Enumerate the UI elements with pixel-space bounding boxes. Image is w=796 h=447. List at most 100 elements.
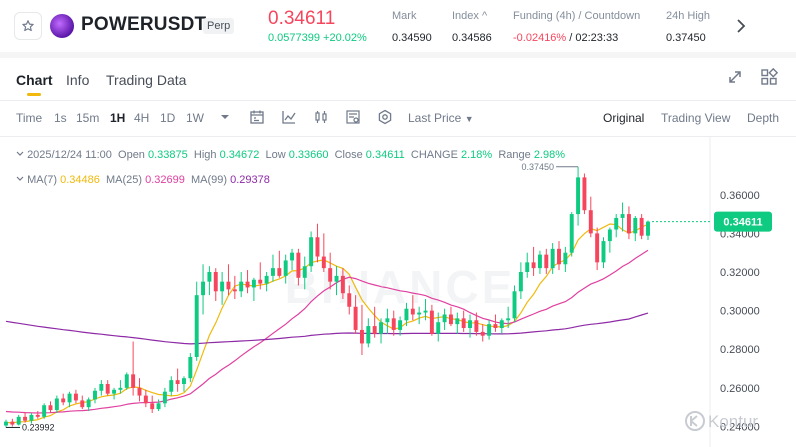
candle-body [563, 252, 568, 265]
candle [474, 312, 479, 336]
candle-body [258, 279, 263, 284]
candle [124, 372, 129, 390]
candle [563, 246, 568, 272]
candle [461, 310, 466, 332]
y-tick-label: 0.24000 [720, 421, 760, 433]
candle [220, 272, 225, 305]
interval-15m[interactable]: 15m [76, 111, 100, 125]
candle [226, 264, 231, 296]
candle [213, 268, 218, 301]
candle [576, 166, 581, 226]
chart-markers: 0.34611 0.37450 0.23992 [6, 162, 772, 432]
candles [4, 166, 650, 428]
candle [131, 341, 136, 396]
candle [232, 275, 237, 300]
candle-body [213, 272, 218, 292]
star-icon [22, 20, 34, 32]
candle [385, 308, 390, 334]
tab-info[interactable]: Info [66, 72, 90, 88]
candle [544, 248, 549, 274]
interval-1h[interactable]: 1H [110, 111, 126, 125]
layout-grid-icon[interactable] [760, 68, 778, 86]
high-24h-label: 24h High [666, 10, 711, 22]
ma7-label: MA(7) [27, 174, 58, 186]
candle-body [334, 275, 339, 282]
high-value: 0.34672 [219, 149, 260, 161]
candle-body [93, 390, 97, 400]
price-type-select[interactable]: Last Price ▼ [408, 111, 474, 125]
candle-body [99, 384, 104, 391]
indicator-icon[interactable] [281, 109, 297, 125]
candle-type-icon[interactable] [313, 109, 329, 125]
candle-body [537, 254, 542, 269]
candle [169, 376, 174, 396]
settings-gear-icon[interactable] [377, 109, 393, 125]
interval-dropdown-icon[interactable] [217, 109, 233, 125]
candle [4, 419, 8, 428]
tab-chart[interactable]: Chart [16, 72, 53, 88]
interval-4h[interactable]: 4H [134, 111, 150, 125]
candle-body [239, 281, 244, 292]
funding-stat: Funding (4h) / Countdown -0.02416% / 02:… [513, 10, 640, 44]
expand-icon[interactable] [726, 68, 744, 86]
index-price-stat[interactable]: Index ^ 0.34586 [452, 10, 492, 44]
candle-body [131, 374, 136, 388]
candle-body [595, 233, 600, 263]
candle-body [576, 177, 581, 215]
y-tick-label: 0.28000 [720, 344, 760, 356]
candle-body [601, 241, 606, 263]
candle-body [614, 217, 619, 230]
candle-body [340, 275, 345, 294]
candle-body [639, 217, 644, 236]
view-depth[interactable]: Depth [747, 111, 780, 125]
candle [283, 254, 288, 284]
candle [61, 393, 66, 406]
toolbar-divider [0, 136, 796, 137]
candlestick-chart[interactable]: BINANCE 0.360000.340000.320000.300000.28… [0, 137, 796, 447]
high-24h-value: 0.37450 [666, 32, 706, 44]
candle-body [353, 306, 358, 330]
candle [334, 266, 339, 296]
candle [525, 252, 530, 278]
svg-text:BINANCE: BINANCE [285, 261, 516, 313]
candle [321, 233, 326, 272]
symbol-name[interactable]: POWERUSDT [81, 14, 207, 35]
close-label: Close [334, 149, 363, 161]
y-tick-label: 0.32000 [720, 267, 760, 279]
candle [512, 285, 517, 323]
candle [29, 412, 34, 424]
candle [105, 380, 110, 396]
view-trading-view[interactable]: Trading View [661, 111, 731, 125]
ma25-value: 0.32699 [145, 174, 185, 186]
low-marker-label: 0.23992 [22, 422, 55, 432]
chevron-down-icon[interactable] [16, 150, 24, 158]
candle-body [442, 314, 447, 323]
candle-body [162, 391, 167, 404]
settings-list-icon[interactable] [345, 109, 361, 125]
candle-body [404, 308, 409, 321]
tab-trading-data[interactable]: Trading Data [106, 72, 187, 88]
interval-1d[interactable]: 1D [160, 111, 176, 125]
candle-body [544, 254, 549, 269]
funding-rate: -0.02416% [513, 32, 567, 44]
candle-body [270, 268, 275, 276]
interval-1w[interactable]: 1W [186, 111, 204, 125]
candle-body [410, 308, 415, 315]
candle-body [391, 318, 396, 330]
chevron-right-icon[interactable] [734, 17, 748, 35]
candle-body [277, 268, 282, 276]
candle [557, 241, 561, 271]
candle [315, 223, 320, 263]
candle-body [67, 393, 72, 403]
contract-type-badge: Perp [203, 18, 235, 34]
calendar-icon[interactable] [249, 109, 265, 125]
favorite-button[interactable] [14, 12, 42, 40]
view-original[interactable]: Original [603, 111, 645, 125]
candle [42, 403, 47, 419]
candle-body [156, 403, 161, 410]
candle [353, 295, 358, 334]
candle [633, 216, 638, 242]
candle-body [105, 384, 110, 394]
interval-1s[interactable]: 1s [54, 111, 67, 125]
chevron-down-icon[interactable] [16, 175, 24, 183]
